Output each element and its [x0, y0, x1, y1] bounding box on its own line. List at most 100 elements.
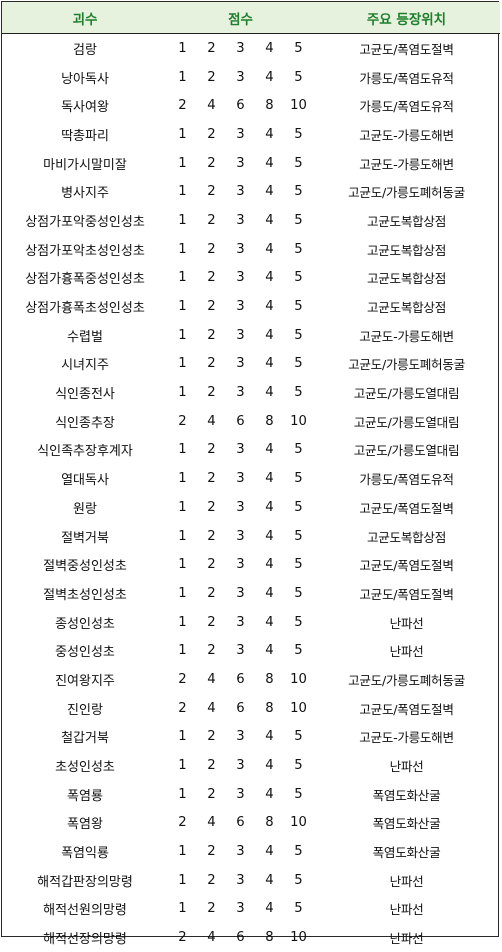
location-cell: 가릉도/폭염도유적 [313, 91, 500, 120]
monster-name-cell: 진인랑 [2, 694, 168, 723]
score-cell: 5 [284, 895, 313, 924]
score-cell: 2 [197, 522, 226, 551]
score-cell: 5 [284, 63, 313, 92]
score-cell: 4 [255, 522, 284, 551]
monster-name-cell: 마비가시말미잘 [2, 149, 168, 178]
score-cell: 10 [284, 91, 313, 120]
score-cell: 1 [168, 63, 197, 92]
score-cell: 5 [284, 636, 313, 665]
score-cell: 3 [226, 837, 255, 866]
score-cell: 2 [197, 493, 226, 522]
score-cell: 1 [168, 436, 197, 465]
monster-name-cell: 식인종전사 [2, 378, 168, 407]
location-cell: 고균도복합상점 [313, 292, 500, 321]
score-cell: 3 [226, 751, 255, 780]
monster-name-cell: 해적선장의망령 [2, 923, 168, 952]
score-cell: 6 [226, 809, 255, 838]
score-cell: 1 [168, 206, 197, 235]
monster-name-cell: 상점가포악초성인성초 [2, 235, 168, 264]
table-header: 괴수 점수 주요 등장위치 [2, 2, 500, 34]
score-cell: 4 [255, 723, 284, 752]
monster-name-cell: 수렵벌 [2, 321, 168, 350]
score-cell: 10 [284, 407, 313, 436]
location-cell: 난파선 [313, 895, 500, 924]
score-cell: 8 [255, 407, 284, 436]
score-cell: 4 [255, 866, 284, 895]
score-cell: 3 [226, 321, 255, 350]
score-cell: 5 [284, 837, 313, 866]
location-cell: 고균도/폭염도절벽 [313, 34, 500, 63]
monster-name-cell: 낭아독사 [2, 63, 168, 92]
score-cell: 2 [197, 235, 226, 264]
score-cell: 2 [197, 63, 226, 92]
location-cell: 폭염도화산굴 [313, 809, 500, 838]
score-cell: 4 [255, 493, 284, 522]
score-cell: 5 [284, 120, 313, 149]
score-cell: 3 [226, 895, 255, 924]
score-cell: 5 [284, 780, 313, 809]
location-cell: 난파선 [313, 608, 500, 637]
monster-name-cell: 검랑 [2, 34, 168, 63]
score-cell: 4 [255, 120, 284, 149]
score-cell: 5 [284, 350, 313, 379]
score-cell: 3 [226, 292, 255, 321]
location-cell: 가릉도/폭염도유적 [313, 464, 500, 493]
score-cell: 2 [197, 866, 226, 895]
score-cell: 5 [284, 436, 313, 465]
score-cell: 4 [255, 292, 284, 321]
score-cell: 5 [284, 177, 313, 206]
monster-name-cell: 절벽초성인성초 [2, 579, 168, 608]
score-cell: 4 [197, 809, 226, 838]
score-cell: 3 [226, 206, 255, 235]
score-cell: 10 [284, 694, 313, 723]
score-cell: 5 [284, 608, 313, 637]
score-cell: 2 [197, 751, 226, 780]
score-cell: 2 [197, 780, 226, 809]
score-cell: 4 [255, 63, 284, 92]
location-cell: 폭염도화산굴 [313, 837, 500, 866]
location-cell: 난파선 [313, 636, 500, 665]
score-cell: 4 [255, 837, 284, 866]
location-cell: 고균도-가릉도해변 [313, 149, 500, 178]
score-cell: 10 [284, 665, 313, 694]
monster-name-cell: 열대독사 [2, 464, 168, 493]
score-cell: 2 [197, 264, 226, 293]
score-cell: 1 [168, 837, 197, 866]
monster-name-cell: 식인족추장후계자 [2, 436, 168, 465]
score-cell: 6 [226, 694, 255, 723]
score-cell: 10 [284, 923, 313, 952]
score-cell: 2 [197, 378, 226, 407]
score-cell: 1 [168, 780, 197, 809]
score-cell: 1 [168, 120, 197, 149]
score-cell: 1 [168, 34, 197, 63]
location-cell: 고균도/폭염도절벽 [313, 579, 500, 608]
score-cell: 3 [226, 63, 255, 92]
location-cell: 고균도복합상점 [313, 235, 500, 264]
score-cell: 2 [168, 407, 197, 436]
score-cell: 2 [168, 665, 197, 694]
score-cell: 2 [197, 895, 226, 924]
monster-name-cell: 해적선원의망령 [2, 895, 168, 924]
score-cell: 2 [197, 120, 226, 149]
score-cell: 3 [226, 522, 255, 551]
score-cell: 5 [284, 378, 313, 407]
score-cell: 4 [197, 407, 226, 436]
score-cell: 8 [255, 809, 284, 838]
score-cell: 4 [255, 177, 284, 206]
monster-name-cell: 원랑 [2, 493, 168, 522]
monster-name-cell: 식인종추장 [2, 407, 168, 436]
score-cell: 5 [284, 292, 313, 321]
header-monster: 괴수 [2, 2, 168, 34]
